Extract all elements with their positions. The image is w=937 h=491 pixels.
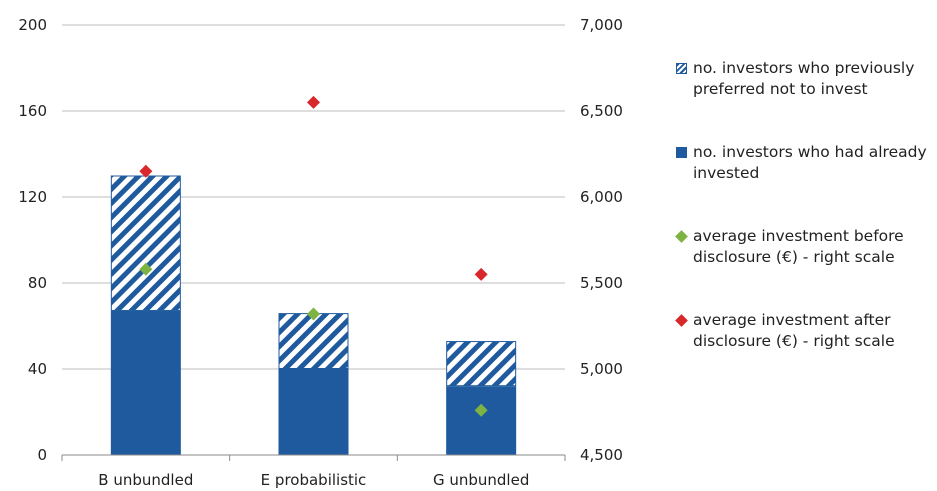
bar-already-invested [278, 369, 349, 455]
legend-label-after: average investment after disclosure (€) … [693, 311, 895, 350]
marker-avg-after [474, 267, 488, 281]
bar-already-invested [446, 386, 517, 455]
bar-previously-not-invested [110, 175, 181, 311]
y-left-tick-label: 80 [28, 274, 47, 292]
legend-item-after: average investment after disclosure (€) … [675, 310, 934, 352]
chart-legend: no. investors who previously preferred n… [675, 58, 934, 352]
legend-item-solid: no. investors who had already invested [676, 142, 934, 184]
y-left-tick-label: 0 [37, 446, 47, 464]
legend-label-solid: no. investors who had already invested [693, 143, 927, 182]
y-right-tick-label: 4,500 [580, 446, 623, 464]
legend-item-before: average investment before disclosure (€)… [675, 226, 934, 268]
bar-previously-not-invested [446, 341, 517, 387]
legend-label-before: average investment before disclosure (€)… [693, 227, 904, 266]
y-right-tick-label: 6,000 [580, 188, 623, 206]
legend-green-diamond-icon [675, 230, 688, 243]
legend-solid-swatch [676, 147, 687, 158]
x-tick-label: B unbundled [98, 471, 193, 489]
legend-red-diamond-icon [675, 314, 688, 327]
y-left-tick-label: 40 [28, 360, 47, 378]
marker-avg-after [139, 164, 153, 178]
legend-hatched-swatch [676, 63, 687, 74]
x-tick-label: G unbundled [433, 471, 529, 489]
marker-avg-before [474, 403, 488, 417]
marker-avg-before [139, 262, 153, 276]
bar-previously-not-invested [278, 313, 349, 370]
legend-label-hatched: no. investors who previously preferred n… [693, 59, 915, 98]
y-right-tick-label: 7,000 [580, 16, 623, 34]
y-right-tick-label: 5,500 [580, 274, 623, 292]
y-left-tick-label: 200 [18, 16, 47, 34]
bar-already-invested [110, 310, 181, 455]
y-left-tick-label: 120 [18, 188, 47, 206]
marker-avg-before [307, 307, 320, 321]
y-left-tick-label: 160 [18, 102, 47, 120]
marker-avg-after [307, 95, 320, 109]
y-right-tick-label: 6,500 [580, 102, 623, 120]
x-tick-label: E probabilistic [261, 471, 367, 489]
y-right-tick-label: 5,000 [580, 360, 623, 378]
legend-item-hatched: no. investors who previously preferred n… [676, 58, 934, 100]
